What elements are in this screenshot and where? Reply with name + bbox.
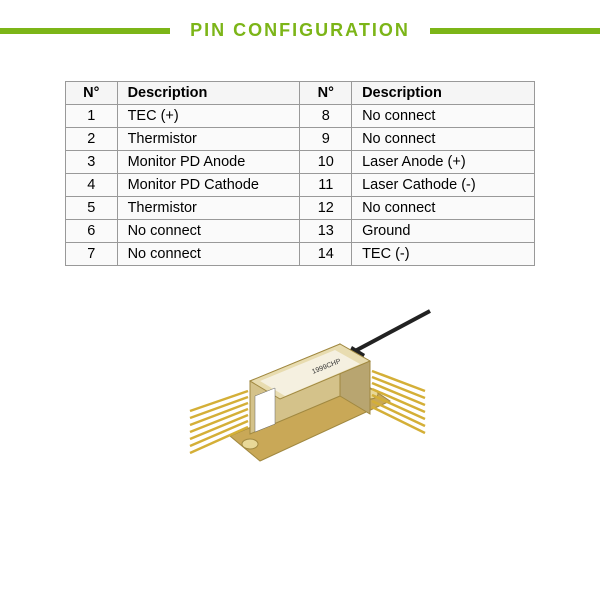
table-body: 1 TEC (+) 8 No connect 2 Thermistor 9 No… xyxy=(66,105,535,266)
cell: 12 xyxy=(300,197,352,220)
fiber-cable xyxy=(355,311,430,351)
cell: Ground xyxy=(352,220,535,243)
pin-configuration-table: N° Description N° Description 1 TEC (+) … xyxy=(65,81,535,266)
cell: 8 xyxy=(300,105,352,128)
cell: 9 xyxy=(300,128,352,151)
cell: 5 xyxy=(66,197,118,220)
cell: TEC (+) xyxy=(117,105,300,128)
cell: No connect xyxy=(117,243,300,266)
cell: TEC (-) xyxy=(352,243,535,266)
pin-table-container: N° Description N° Description 1 TEC (+) … xyxy=(0,51,600,286)
cell: No connect xyxy=(352,197,535,220)
cell: Monitor PD Cathode xyxy=(117,174,300,197)
cell: 3 xyxy=(66,151,118,174)
device-pin xyxy=(372,395,425,419)
cell: No connect xyxy=(117,220,300,243)
cell: 6 xyxy=(66,220,118,243)
col-header-num2: N° xyxy=(300,82,352,105)
cell: 2 xyxy=(66,128,118,151)
laser-diode-device-icon: 1999CHP xyxy=(160,296,440,496)
device-pin xyxy=(372,401,425,426)
cell: Thermistor xyxy=(117,128,300,151)
mount-hole xyxy=(242,439,258,449)
cell: 10 xyxy=(300,151,352,174)
col-header-num1: N° xyxy=(66,82,118,105)
cell: No connect xyxy=(352,128,535,151)
header-title: PIN CONFIGURATION xyxy=(170,20,430,41)
device-pin xyxy=(372,407,425,433)
header-bar: PIN CONFIGURATION xyxy=(0,0,600,51)
cell: 1 xyxy=(66,105,118,128)
cell: 11 xyxy=(300,174,352,197)
table-row: 1 TEC (+) 8 No connect xyxy=(66,105,535,128)
device-image-container: 1999CHP xyxy=(0,286,600,496)
table-header-row: N° Description N° Description xyxy=(66,82,535,105)
cell: 4 xyxy=(66,174,118,197)
cell: 13 xyxy=(300,220,352,243)
col-header-desc2: Description xyxy=(352,82,535,105)
table-row: 6 No connect 13 Ground xyxy=(66,220,535,243)
cell: No connect xyxy=(352,105,535,128)
cell: Monitor PD Anode xyxy=(117,151,300,174)
cell: Thermistor xyxy=(117,197,300,220)
device-barcode xyxy=(255,388,275,432)
table-row: 2 Thermistor 9 No connect xyxy=(66,128,535,151)
cell: Laser Cathode (-) xyxy=(352,174,535,197)
cell: 7 xyxy=(66,243,118,266)
table-row: 7 No connect 14 TEC (-) xyxy=(66,243,535,266)
table-row: 3 Monitor PD Anode 10 Laser Anode (+) xyxy=(66,151,535,174)
table-row: 4 Monitor PD Cathode 11 Laser Cathode (-… xyxy=(66,174,535,197)
col-header-desc1: Description xyxy=(117,82,300,105)
header-line-left xyxy=(0,28,170,34)
header-line-right xyxy=(430,28,600,34)
cell: Laser Anode (+) xyxy=(352,151,535,174)
cell: 14 xyxy=(300,243,352,266)
table-row: 5 Thermistor 12 No connect xyxy=(66,197,535,220)
